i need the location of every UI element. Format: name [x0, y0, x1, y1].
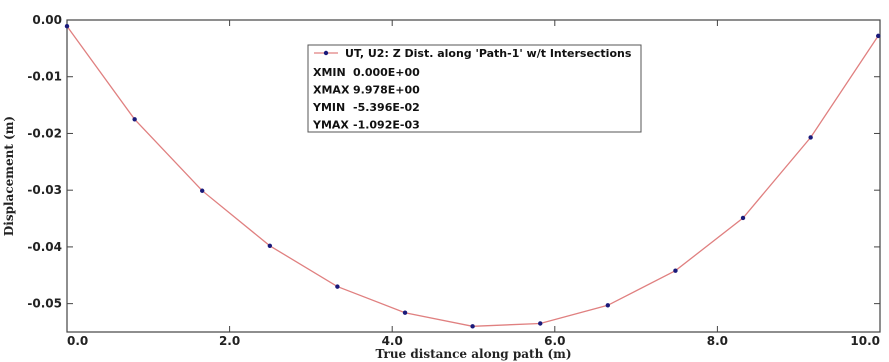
- x-tick-label: 10.0: [850, 334, 880, 348]
- y-tick-label: -0.04: [27, 240, 62, 254]
- legend-marker-sample: [323, 50, 329, 56]
- legend-stat-value: -5.396E-02: [353, 101, 420, 114]
- data-point: [132, 117, 137, 122]
- data-point: [673, 268, 678, 273]
- plot-frame: [66, 19, 881, 333]
- y-axis-label: Displacement (m): [2, 116, 16, 236]
- y-tick-label: -0.01: [27, 70, 62, 84]
- data-point: [876, 33, 881, 39]
- data-point: [740, 215, 746, 221]
- y-tick-label: -0.02: [27, 126, 62, 140]
- x-tick-label: 2.0: [219, 334, 240, 348]
- x-axis-label: True distance along path (m): [375, 347, 571, 361]
- data-point: [538, 321, 543, 326]
- axis-ticks: 0.0 2.0 4.0 6.0 8.0 10.0 0.00 -0.01 -0.02 -0.03 -0…: [27, 13, 881, 348]
- data-point: [808, 135, 813, 140]
- legend-stat-value: 0.000E+00: [353, 66, 420, 79]
- x-tick-label: 0.0: [67, 334, 88, 348]
- y-tick-label: 0.00: [32, 13, 62, 27]
- legend-series-name: UT, U2: Z Dist. along 'Path-1' w/t Inter…: [345, 47, 632, 60]
- data-point: [64, 24, 70, 29]
- legend: UT, U2: Z Dist. along 'Path-1' w/t Inter…: [307, 44, 642, 133]
- data-point: [402, 310, 408, 315]
- data-point: [335, 284, 340, 289]
- legend-box: [307, 44, 642, 133]
- legend-stat-value: -1.092E-03: [353, 119, 420, 132]
- legend-stat-label: XMAX: [313, 84, 350, 97]
- x-tick-label: 8.0: [707, 334, 728, 348]
- x-tick-label: 6.0: [544, 334, 565, 348]
- legend-stat-label: YMIN: [312, 101, 345, 114]
- data-point: [267, 243, 273, 248]
- y-tick-label: -0.03: [27, 183, 62, 197]
- legend-stat-value: 9.978E+00: [353, 84, 420, 97]
- data-point: [200, 188, 205, 193]
- legend-stat-label: YMAX: [312, 119, 349, 132]
- data-point: [605, 303, 611, 308]
- legend-stats: XMIN 0.000E+00 XMAX 9.978E+00 YMIN -5.39…: [312, 66, 420, 132]
- y-tick-label: -0.05: [27, 297, 62, 311]
- data-points: [64, 24, 881, 329]
- data-point: [470, 324, 475, 329]
- legend-stat-label: XMIN: [313, 66, 346, 79]
- x-tick-label: 4.0: [382, 334, 403, 348]
